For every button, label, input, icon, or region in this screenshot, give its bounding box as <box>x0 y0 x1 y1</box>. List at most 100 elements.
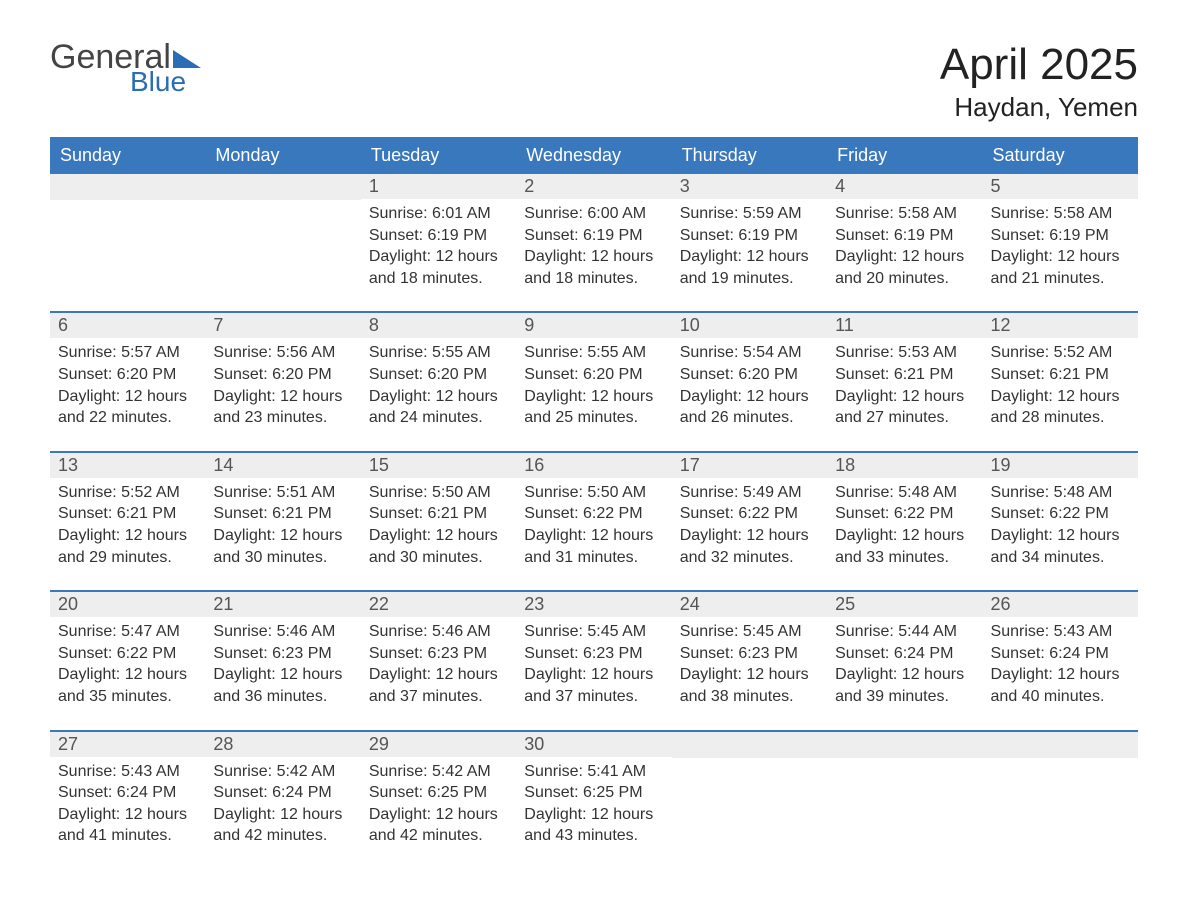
sunset-line: Sunset: 6:22 PM <box>58 643 197 665</box>
sunrise-line: Sunrise: 5:50 AM <box>369 482 508 504</box>
calendar-day-cell: 6Sunrise: 5:57 AMSunset: 6:20 PMDaylight… <box>50 312 205 451</box>
sunset-line: Sunset: 6:21 PM <box>835 364 974 386</box>
sunrise-line: Sunrise: 5:56 AM <box>213 342 352 364</box>
sunset-line: Sunset: 6:21 PM <box>991 364 1130 386</box>
calendar-table: Sunday Monday Tuesday Wednesday Thursday… <box>50 137 1138 869</box>
day-number <box>983 732 1138 758</box>
calendar-day-cell <box>983 731 1138 869</box>
daylight-line: Daylight: 12 hours and 32 minutes. <box>680 525 819 568</box>
day-number: 6 <box>50 313 205 338</box>
daylight-line: Daylight: 12 hours and 26 minutes. <box>680 386 819 429</box>
sunrise-line: Sunrise: 5:43 AM <box>991 621 1130 643</box>
daylight-line: Daylight: 12 hours and 31 minutes. <box>524 525 663 568</box>
day-content: Sunrise: 5:50 AMSunset: 6:21 PMDaylight:… <box>361 478 516 590</box>
calendar-day-cell: 26Sunrise: 5:43 AMSunset: 6:24 PMDayligh… <box>983 591 1138 730</box>
day-number <box>50 174 205 200</box>
sunrise-line: Sunrise: 5:58 AM <box>991 203 1130 225</box>
sunset-line: Sunset: 6:21 PM <box>58 503 197 525</box>
day-number: 27 <box>50 732 205 757</box>
daylight-line: Daylight: 12 hours and 18 minutes. <box>369 246 508 289</box>
sunrise-line: Sunrise: 5:42 AM <box>213 761 352 783</box>
sunset-line: Sunset: 6:20 PM <box>680 364 819 386</box>
calendar-day-cell: 25Sunrise: 5:44 AMSunset: 6:24 PMDayligh… <box>827 591 982 730</box>
calendar-day-cell: 23Sunrise: 5:45 AMSunset: 6:23 PMDayligh… <box>516 591 671 730</box>
day-content: Sunrise: 5:47 AMSunset: 6:22 PMDaylight:… <box>50 617 205 729</box>
sunset-line: Sunset: 6:24 PM <box>58 782 197 804</box>
sunrise-line: Sunrise: 5:54 AM <box>680 342 819 364</box>
daylight-line: Daylight: 12 hours and 30 minutes. <box>213 525 352 568</box>
calendar-week-row: 13Sunrise: 5:52 AMSunset: 6:21 PMDayligh… <box>50 452 1138 591</box>
weekday-header: Thursday <box>672 137 827 174</box>
day-content: Sunrise: 5:42 AMSunset: 6:24 PMDaylight:… <box>205 757 360 869</box>
day-number: 12 <box>983 313 1138 338</box>
day-number: 3 <box>672 174 827 199</box>
sunset-line: Sunset: 6:24 PM <box>213 782 352 804</box>
daylight-line: Daylight: 12 hours and 18 minutes. <box>524 246 663 289</box>
daylight-line: Daylight: 12 hours and 24 minutes. <box>369 386 508 429</box>
sunrise-line: Sunrise: 6:00 AM <box>524 203 663 225</box>
weekday-header-row: Sunday Monday Tuesday Wednesday Thursday… <box>50 137 1138 174</box>
month-title: April 2025 <box>940 40 1138 90</box>
calendar-day-cell: 1Sunrise: 6:01 AMSunset: 6:19 PMDaylight… <box>361 174 516 312</box>
calendar-day-cell: 8Sunrise: 5:55 AMSunset: 6:20 PMDaylight… <box>361 312 516 451</box>
day-content <box>672 758 827 858</box>
sunrise-line: Sunrise: 5:51 AM <box>213 482 352 504</box>
sunrise-line: Sunrise: 5:43 AM <box>58 761 197 783</box>
day-content: Sunrise: 5:53 AMSunset: 6:21 PMDaylight:… <box>827 338 982 450</box>
calendar-day-cell: 20Sunrise: 5:47 AMSunset: 6:22 PMDayligh… <box>50 591 205 730</box>
sunset-line: Sunset: 6:19 PM <box>991 225 1130 247</box>
sunrise-line: Sunrise: 5:50 AM <box>524 482 663 504</box>
day-content: Sunrise: 6:00 AMSunset: 6:19 PMDaylight:… <box>516 199 671 311</box>
daylight-line: Daylight: 12 hours and 23 minutes. <box>213 386 352 429</box>
daylight-line: Daylight: 12 hours and 33 minutes. <box>835 525 974 568</box>
calendar-day-cell: 5Sunrise: 5:58 AMSunset: 6:19 PMDaylight… <box>983 174 1138 312</box>
sunrise-line: Sunrise: 5:48 AM <box>835 482 974 504</box>
day-content: Sunrise: 5:48 AMSunset: 6:22 PMDaylight:… <box>983 478 1138 590</box>
daylight-line: Daylight: 12 hours and 28 minutes. <box>991 386 1130 429</box>
page-header: General Blue April 2025 Haydan, Yemen <box>50 40 1138 123</box>
calendar-day-cell: 24Sunrise: 5:45 AMSunset: 6:23 PMDayligh… <box>672 591 827 730</box>
weekday-header: Monday <box>205 137 360 174</box>
day-number: 25 <box>827 592 982 617</box>
sunset-line: Sunset: 6:22 PM <box>835 503 974 525</box>
daylight-line: Daylight: 12 hours and 43 minutes. <box>524 804 663 847</box>
sunrise-line: Sunrise: 6:01 AM <box>369 203 508 225</box>
sunset-line: Sunset: 6:19 PM <box>835 225 974 247</box>
logo-word-blue: Blue <box>130 68 201 96</box>
sunrise-line: Sunrise: 5:46 AM <box>369 621 508 643</box>
sunrise-line: Sunrise: 5:57 AM <box>58 342 197 364</box>
day-number: 13 <box>50 453 205 478</box>
calendar-week-row: 6Sunrise: 5:57 AMSunset: 6:20 PMDaylight… <box>50 312 1138 451</box>
calendar-day-cell: 7Sunrise: 5:56 AMSunset: 6:20 PMDaylight… <box>205 312 360 451</box>
daylight-line: Daylight: 12 hours and 39 minutes. <box>835 664 974 707</box>
day-content: Sunrise: 5:59 AMSunset: 6:19 PMDaylight:… <box>672 199 827 311</box>
day-number: 1 <box>361 174 516 199</box>
day-content: Sunrise: 5:43 AMSunset: 6:24 PMDaylight:… <box>50 757 205 869</box>
sunset-line: Sunset: 6:25 PM <box>369 782 508 804</box>
sunrise-line: Sunrise: 5:53 AM <box>835 342 974 364</box>
calendar-week-row: 27Sunrise: 5:43 AMSunset: 6:24 PMDayligh… <box>50 731 1138 869</box>
day-number: 14 <box>205 453 360 478</box>
calendar-day-cell: 9Sunrise: 5:55 AMSunset: 6:20 PMDaylight… <box>516 312 671 451</box>
weekday-header: Wednesday <box>516 137 671 174</box>
title-block: April 2025 Haydan, Yemen <box>940 40 1138 123</box>
sunset-line: Sunset: 6:23 PM <box>213 643 352 665</box>
sunset-line: Sunset: 6:24 PM <box>991 643 1130 665</box>
calendar-day-cell <box>205 174 360 312</box>
daylight-line: Daylight: 12 hours and 29 minutes. <box>58 525 197 568</box>
sunset-line: Sunset: 6:20 PM <box>524 364 663 386</box>
daylight-line: Daylight: 12 hours and 20 minutes. <box>835 246 974 289</box>
calendar-week-row: 20Sunrise: 5:47 AMSunset: 6:22 PMDayligh… <box>50 591 1138 730</box>
daylight-line: Daylight: 12 hours and 21 minutes. <box>991 246 1130 289</box>
day-number: 22 <box>361 592 516 617</box>
calendar-day-cell: 19Sunrise: 5:48 AMSunset: 6:22 PMDayligh… <box>983 452 1138 591</box>
daylight-line: Daylight: 12 hours and 34 minutes. <box>991 525 1130 568</box>
daylight-line: Daylight: 12 hours and 27 minutes. <box>835 386 974 429</box>
calendar-day-cell: 10Sunrise: 5:54 AMSunset: 6:20 PMDayligh… <box>672 312 827 451</box>
calendar-day-cell: 22Sunrise: 5:46 AMSunset: 6:23 PMDayligh… <box>361 591 516 730</box>
day-number: 4 <box>827 174 982 199</box>
sunrise-line: Sunrise: 5:46 AM <box>213 621 352 643</box>
daylight-line: Daylight: 12 hours and 36 minutes. <box>213 664 352 707</box>
day-content: Sunrise: 5:58 AMSunset: 6:19 PMDaylight:… <box>983 199 1138 311</box>
day-content: Sunrise: 5:46 AMSunset: 6:23 PMDaylight:… <box>205 617 360 729</box>
